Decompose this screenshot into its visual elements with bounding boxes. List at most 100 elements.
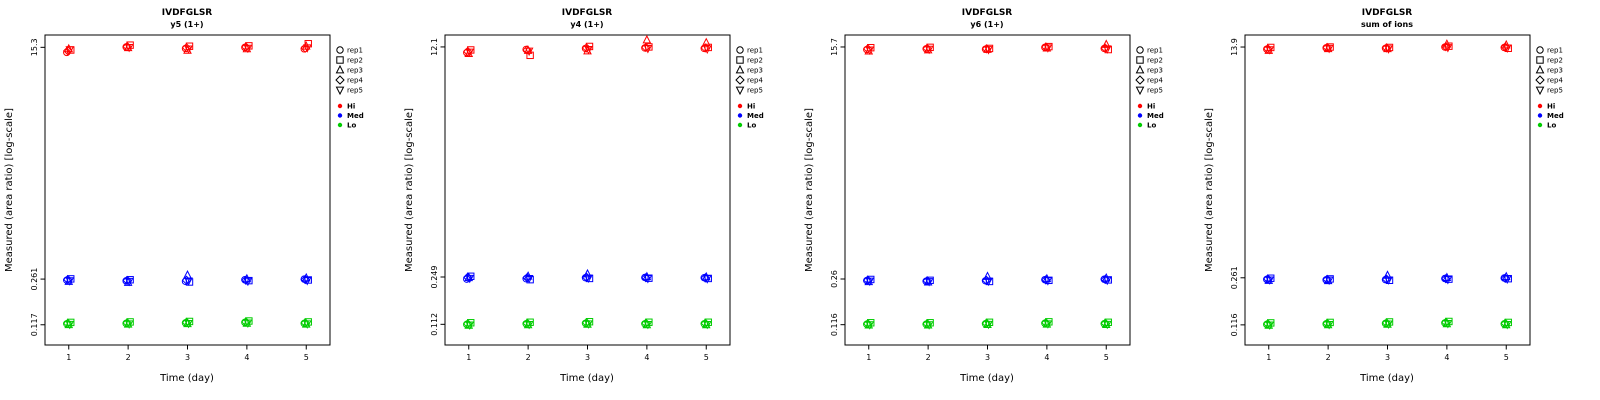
- triangle-up-icon: [735, 64, 745, 74]
- data-point-med-rep4: [1263, 274, 1273, 284]
- x-tick-label: 2: [926, 353, 931, 362]
- legend-label: Lo: [747, 122, 756, 130]
- data-point-lo-rep4: [581, 318, 592, 328]
- data-point-lo-rep4: [1100, 318, 1110, 328]
- chart-panel-y6: IVDFGLSR y6 (1+) Measured (area ratio) […: [800, 0, 1200, 400]
- dot-icon: [1537, 103, 1543, 109]
- data-point-med-rep4: [922, 276, 932, 286]
- y-tick-label: 0.116: [1230, 313, 1239, 336]
- data-point-lo-rep4: [1322, 318, 1332, 329]
- data-point-med-rep5: [865, 277, 875, 287]
- legend-item-lo: Lo: [337, 122, 356, 130]
- legend-label: rep4: [747, 77, 763, 85]
- data-point-lo-rep5: [302, 320, 312, 329]
- data-point-lo-rep4: [122, 318, 132, 328]
- data-point-hi-rep5: [1384, 45, 1393, 54]
- plot-box: [444, 34, 731, 346]
- circle-icon: [736, 46, 744, 54]
- x-tick-label: 4: [1044, 353, 1049, 362]
- circle-icon: [1136, 46, 1144, 54]
- x-tick-label: 2: [1326, 353, 1331, 362]
- data-point-hi-rep5: [984, 46, 993, 55]
- data-point-med-rep4: [700, 273, 710, 283]
- data-point-med-rep3: [983, 271, 992, 280]
- data-point-med-rep4: [463, 272, 473, 282]
- data-point-hi-rep4: [641, 42, 651, 53]
- data-point-med-rep5: [243, 277, 253, 287]
- data-point-med-rep4: [1500, 273, 1510, 283]
- x-tick-label: 1: [466, 353, 471, 362]
- data-point-hi-rep4: [463, 46, 473, 57]
- y-tick-label: 0.117: [30, 313, 39, 336]
- data-point-med-rep4: [981, 275, 992, 286]
- legend-item-rep1: rep1: [336, 46, 363, 55]
- data-point-lo-rep4: [981, 318, 992, 328]
- chart-title: IVDFGLSR: [1362, 8, 1413, 18]
- y-axis-label: Measured (area ratio) [log-scale]: [404, 108, 415, 272]
- data-point-hi-rep4: [1500, 42, 1510, 52]
- data-point-hi-rep5: [1324, 44, 1334, 54]
- data-point-med-rep5: [643, 275, 653, 284]
- data-point-lo-rep5: [184, 319, 193, 329]
- circle-icon: [1536, 46, 1544, 54]
- dot-icon: [737, 122, 743, 128]
- y-tick-label: 15.3: [30, 38, 39, 56]
- legend-label: rep4: [1547, 77, 1563, 85]
- legend-item-rep2: rep2: [1536, 56, 1563, 65]
- data-point-med-rep5: [184, 277, 193, 286]
- data-point-med-rep5: [1102, 276, 1112, 286]
- x-tick-label: 1: [866, 353, 871, 362]
- dot-icon: [1137, 122, 1143, 128]
- data-point-hi-rep5: [243, 44, 253, 54]
- data-point-hi-rep5: [643, 45, 653, 54]
- data-point-hi-rep3: [1101, 39, 1111, 48]
- dot-icon: [337, 103, 343, 109]
- plot-area: 1 2 3 4 5 13.9 0.261 0.116 rep1 rep2 rep3 rep4 rep5 H…: [1230, 34, 1564, 362]
- plot-svg-sum-of-ions: IVDFGLSR sum of ions Measured (area rati…: [1204, 8, 1564, 384]
- plot-area: 1 2 3 4 5 12.1 0.249 0.112 rep1 rep2 rep3 rep4 rep5 H…: [430, 34, 764, 362]
- data-point-med-rep5: [924, 278, 934, 287]
- legend-label: rep5: [747, 87, 763, 95]
- data-point-lo-rep4: [1500, 318, 1510, 329]
- legend-label: rep1: [747, 47, 763, 55]
- legend-item-rep4: rep4: [1135, 75, 1163, 85]
- legend-label: rep2: [1147, 57, 1163, 65]
- y-axis-label: Measured (area ratio) [log-scale]: [804, 108, 815, 272]
- y-tick-label: 15.7: [830, 38, 839, 56]
- data-point-hi-rep4: [1441, 41, 1451, 52]
- data-point-med-rep4: [1041, 275, 1051, 285]
- legend-item-hi: Hi: [1537, 103, 1555, 111]
- diamond-icon: [735, 75, 745, 85]
- legend-item-rep5: rep5: [1535, 87, 1563, 96]
- y-tick-label: 0.261: [1230, 266, 1239, 289]
- legend-item-rep5: rep5: [1135, 87, 1163, 96]
- data-point-lo-rep4: [181, 317, 192, 328]
- data-point-med-rep5: [465, 274, 475, 284]
- x-axis-label: Time (day): [559, 373, 614, 384]
- data-point-lo-rep5: [1102, 320, 1112, 330]
- data-point-med-rep5: [702, 275, 712, 284]
- y-tick-label: 0.261: [30, 268, 39, 291]
- legend-item-lo: Lo: [1537, 122, 1556, 130]
- data-point-med-rep4: [641, 273, 651, 283]
- data-point-hi-rep4: [1041, 42, 1051, 52]
- legend-label: Hi: [1147, 103, 1155, 111]
- legend-label: Hi: [347, 103, 355, 111]
- legend-item-rep5: rep5: [335, 87, 363, 96]
- data-point-med-rep4: [522, 273, 532, 283]
- x-tick-label: 5: [704, 353, 709, 362]
- data-point-hi-rep4: [63, 46, 73, 56]
- data-point-med-rep5: [524, 275, 534, 284]
- x-axis-label: Time (day): [159, 373, 214, 384]
- data-point-hi-rep5: [1265, 46, 1275, 55]
- data-point-med-rep5: [1324, 276, 1334, 286]
- data-point-hi-rep3: [642, 34, 652, 44]
- data-point-hi-rep4: [300, 43, 310, 53]
- legend-item-rep5: rep5: [735, 87, 763, 96]
- chart-panel-sum-of-ions: IVDFGLSR sum of ions Measured (area rati…: [1200, 0, 1600, 400]
- legend-label: rep5: [1147, 87, 1163, 95]
- data-point-hi-rep4: [1263, 44, 1273, 54]
- data-point-lo-rep5: [124, 320, 134, 329]
- y-axis-label: Measured (area ratio) [log-scale]: [4, 108, 15, 272]
